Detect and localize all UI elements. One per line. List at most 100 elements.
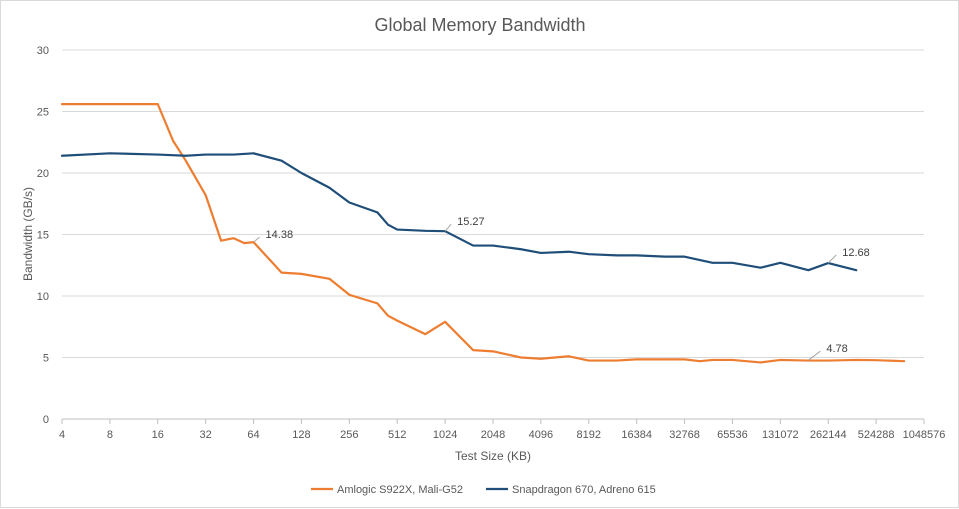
y-tick-label: 10 — [37, 291, 49, 303]
series-line-0 — [60, 103, 906, 364]
series-0-point-30 — [711, 359, 713, 361]
series-0-point-26 — [635, 358, 637, 360]
series-1-point-1 — [109, 152, 111, 154]
series-0-point-21 — [520, 356, 522, 358]
data-label: 4.78 — [826, 343, 847, 355]
series-0-point-27 — [663, 358, 665, 360]
series-0-point-25 — [616, 359, 618, 361]
x-tick-label: 128 — [292, 429, 310, 441]
series-1-point-19 — [540, 252, 542, 254]
series-0-point-22 — [540, 358, 542, 360]
data-label-leader — [253, 236, 260, 243]
series-0-point-1 — [109, 103, 111, 105]
data-label-leader — [827, 254, 837, 264]
series-0-point-14 — [376, 302, 378, 304]
series-1-point-3 — [185, 155, 187, 157]
series-0-point-16 — [396, 319, 398, 321]
series-1-point-22 — [616, 254, 618, 256]
x-tick-label: 512 — [388, 429, 406, 441]
series-0-point-7 — [232, 237, 234, 239]
series-1-point-14 — [424, 230, 426, 232]
y-tick-label: 0 — [43, 414, 49, 426]
series-1-point-21 — [588, 253, 590, 255]
series-1-point-0 — [61, 155, 63, 157]
y-tick-label: 30 — [37, 45, 49, 57]
series-1-point-9 — [328, 187, 330, 189]
series-0-point-23 — [568, 355, 570, 357]
series-0-point-19 — [472, 349, 474, 351]
x-tick-label: 32768 — [669, 429, 700, 441]
series-0-point-20 — [492, 350, 494, 352]
series-1-point-32 — [855, 269, 857, 271]
x-tick-label: 4096 — [529, 429, 553, 441]
series-0-point-12 — [328, 278, 330, 280]
y-tick-label: 15 — [37, 230, 49, 242]
series-1-point-11 — [376, 211, 378, 213]
series-line-1 — [60, 152, 858, 272]
series-1-point-4 — [204, 153, 206, 155]
x-tick-label: 16 — [152, 429, 164, 441]
x-tick-label: 262144 — [810, 429, 847, 441]
series-1-point-17 — [492, 244, 494, 246]
data-label: 15.27 — [457, 216, 485, 228]
x-axis-title: Test Size (KB) — [455, 449, 531, 463]
series-1-point-25 — [683, 255, 685, 257]
series-1-point-16 — [472, 244, 474, 246]
series-0-point-3 — [172, 140, 174, 142]
x-tick-label: 1024 — [433, 429, 457, 441]
data-label-leader — [444, 223, 452, 232]
series-1-point-20 — [568, 251, 570, 253]
chart-legend: Amlogic S922X, Mali-G52 Snapdragon 670, A… — [311, 484, 656, 496]
series-1-point-10 — [348, 201, 350, 203]
data-label-leader — [808, 350, 821, 361]
series-1-point-30 — [807, 269, 809, 271]
series-0-point-2 — [157, 103, 159, 105]
x-tick-label: 4 — [59, 429, 65, 441]
series-0-point-37 — [875, 359, 877, 361]
series-0-point-5 — [204, 194, 206, 196]
y-tick-label: 5 — [43, 353, 49, 365]
x-tick-label: 1048576 — [903, 429, 946, 441]
data-label: 12.68 — [842, 247, 870, 259]
series-0-point-38 — [903, 360, 905, 362]
series-0-point-0 — [61, 103, 63, 105]
x-tick-label: 131072 — [762, 429, 799, 441]
x-tick-label: 524288 — [858, 429, 895, 441]
series-0-point-33 — [779, 359, 781, 361]
axis-layer: 0 5 10 15 20 25 30 4 8 16 32 64 128 256 512 1024 2048 409… — [37, 45, 946, 441]
series-0-point-15 — [387, 314, 389, 316]
grid-layer — [62, 49, 924, 358]
series-0-point-17 — [424, 333, 426, 335]
series-0-point-13 — [348, 294, 350, 296]
series-1-point-8 — [300, 172, 302, 174]
y-axis-title: Bandwidth (GB/s) — [21, 187, 35, 281]
series-0-point-8 — [243, 242, 245, 244]
x-tick-label: 8 — [107, 429, 113, 441]
series-layer — [60, 103, 906, 364]
series-1-point-2 — [157, 153, 159, 155]
series-0-point-10 — [280, 271, 282, 273]
annotation-layer: 14.38 4.78 15.27 12.68 — [253, 216, 870, 361]
series-1-point-23 — [635, 254, 637, 256]
series-0-point-6 — [220, 239, 222, 241]
x-tick-label: 8192 — [577, 429, 601, 441]
series-1-point-27 — [731, 262, 733, 264]
series-1-point-12 — [387, 223, 389, 225]
series-0-point-24 — [588, 359, 590, 361]
series-1-point-29 — [779, 262, 781, 264]
x-tick-label: 16384 — [621, 429, 652, 441]
chart-title: Global Memory Bandwidth — [374, 15, 585, 35]
series-0-point-32 — [759, 361, 761, 363]
series-0-point-28 — [683, 358, 685, 360]
y-tick-label: 20 — [37, 168, 49, 180]
series-0-point-35 — [827, 359, 829, 361]
y-tick-label: 25 — [37, 107, 49, 119]
series-1-point-24 — [663, 255, 665, 257]
x-tick-label: 65536 — [717, 429, 748, 441]
x-tick-label: 64 — [247, 429, 259, 441]
series-1-point-26 — [711, 262, 713, 264]
series-1-point-18 — [520, 248, 522, 250]
series-0-point-31 — [731, 359, 733, 361]
